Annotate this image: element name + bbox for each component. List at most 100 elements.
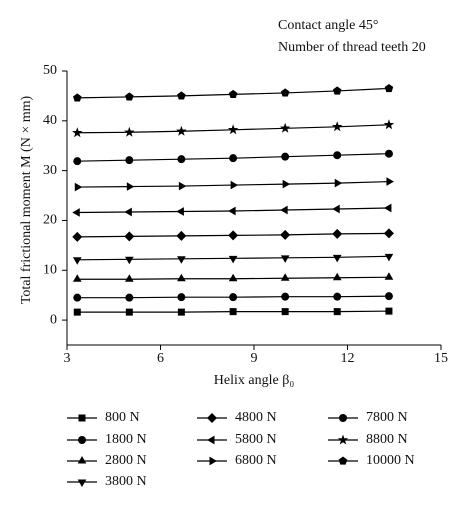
data-point — [176, 125, 187, 136]
data-point — [384, 149, 393, 158]
data-point — [333, 151, 342, 160]
data-point — [332, 272, 342, 281]
data-point — [177, 91, 186, 100]
data-point — [384, 253, 394, 262]
x-axis-label: Helix angle β₀ — [214, 373, 295, 388]
annotation: Number of thread teeth 20 — [278, 40, 426, 55]
data-point — [125, 256, 134, 265]
y-tick-label: 0 — [50, 312, 57, 327]
legend-marker — [339, 414, 347, 422]
data-point — [280, 88, 290, 97]
data-point — [73, 157, 82, 166]
data-point — [74, 182, 83, 192]
data-point — [229, 293, 238, 302]
data-point — [280, 255, 290, 263]
data-point — [72, 257, 82, 265]
data-point — [280, 273, 290, 281]
data-point — [331, 121, 343, 132]
x-tick-label: 15 — [434, 351, 448, 366]
data-point — [227, 124, 239, 135]
data-point — [383, 228, 394, 239]
legend-marker — [337, 434, 349, 445]
data-point — [229, 308, 237, 316]
legend-marker — [207, 435, 215, 445]
data-point — [383, 203, 392, 213]
data-point — [383, 119, 395, 130]
data-point — [73, 93, 82, 102]
data-point — [385, 307, 393, 315]
legend-marker — [77, 456, 87, 464]
data-point — [333, 292, 342, 301]
data-point — [176, 230, 187, 241]
legend-label: 6800 N — [235, 453, 277, 468]
data-point — [334, 178, 343, 188]
data-point — [125, 92, 134, 101]
data-point — [332, 228, 343, 239]
x-tick-label: 12 — [341, 351, 355, 366]
x-tick-label: 6 — [157, 351, 164, 366]
y-tick-label: 50 — [43, 63, 57, 78]
data-point — [228, 255, 238, 264]
data-point — [332, 204, 340, 214]
data-point — [124, 231, 135, 242]
legend-marker — [209, 456, 217, 466]
y-tick-label: 30 — [43, 163, 57, 178]
data-point — [125, 274, 134, 282]
data-point — [281, 292, 290, 301]
y-tick-label: 20 — [43, 213, 57, 228]
legend-label: 3800 N — [105, 474, 147, 489]
data-point — [178, 181, 187, 191]
data-point — [73, 293, 82, 302]
legend-label: 10000 N — [366, 453, 415, 468]
legend-label: 2800 N — [105, 453, 147, 468]
data-point — [384, 83, 394, 93]
data-point — [384, 272, 394, 280]
x-tick-label: 3 — [64, 351, 71, 366]
y-tick-label: 40 — [43, 113, 57, 128]
data-point — [125, 308, 133, 316]
data-point — [332, 254, 342, 263]
data-point — [230, 180, 239, 190]
data-point — [176, 207, 184, 216]
legend-marker — [78, 414, 86, 422]
legend-label: 8800 N — [366, 432, 408, 447]
data-point — [124, 207, 132, 217]
data-point — [177, 155, 186, 164]
data-point — [72, 208, 80, 217]
legend-label: 5800 N — [235, 432, 277, 447]
data-point — [333, 308, 341, 316]
data-point — [281, 308, 289, 316]
data-point — [125, 156, 134, 165]
legend-marker — [78, 436, 86, 444]
data-point — [125, 293, 134, 302]
legend-label: 1800 N — [105, 432, 147, 447]
legend-marker — [338, 456, 348, 465]
data-point — [73, 308, 81, 316]
y-tick-label: 10 — [43, 262, 57, 277]
data-point — [72, 231, 83, 242]
x-tick-label: 9 — [251, 351, 258, 366]
data-point — [228, 206, 236, 216]
data-point — [177, 256, 186, 264]
data-point — [124, 126, 135, 137]
data-point — [126, 182, 135, 191]
data-point — [72, 274, 82, 282]
data-point — [332, 86, 342, 95]
data-point — [228, 273, 238, 282]
legend-marker — [77, 479, 87, 487]
data-point — [279, 122, 291, 133]
data-point — [386, 177, 394, 186]
data-point — [177, 273, 186, 282]
data-point — [177, 293, 186, 302]
data-point — [228, 89, 238, 99]
data-point — [281, 152, 290, 161]
data-point — [280, 229, 291, 240]
legend-label: 800 N — [105, 410, 140, 425]
legend-marker — [207, 413, 217, 423]
data-point — [72, 127, 83, 138]
legend-label: 7800 N — [366, 410, 408, 425]
data-point — [229, 154, 238, 163]
data-point — [384, 292, 393, 301]
data-point — [282, 179, 291, 189]
